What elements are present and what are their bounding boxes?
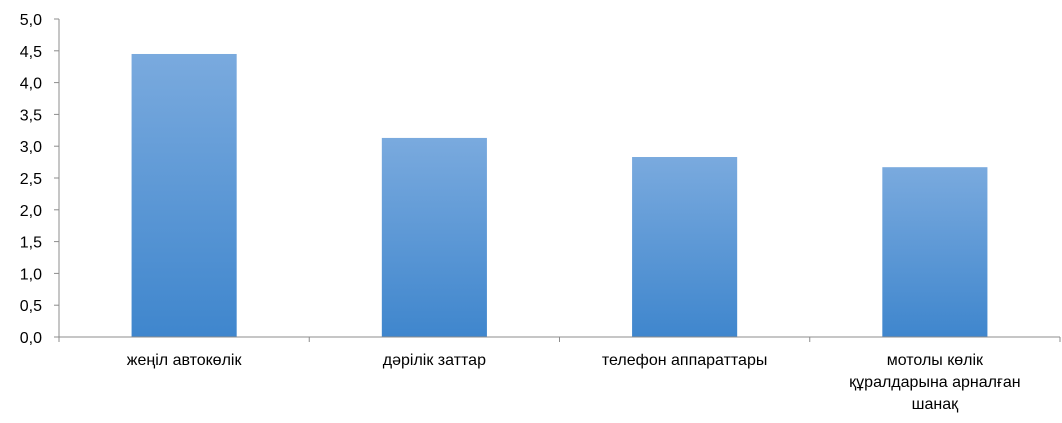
- x-category-label: дәрілік заттар: [383, 352, 486, 369]
- bar: [381, 137, 487, 337]
- x-category-label: мотолы көлік құралдарына арналған шанақ: [849, 352, 1020, 413]
- y-tick-label: 4,5: [20, 44, 42, 61]
- y-tick-label: 1,5: [20, 235, 42, 252]
- x-category-label: телефон аппараттары: [602, 352, 767, 369]
- bars: [131, 53, 988, 337]
- bar: [131, 53, 237, 337]
- y-tick-label: 2,0: [20, 203, 42, 220]
- y-tick-label: 5,0: [20, 12, 42, 29]
- x-category-label: жеңіл автокөлік: [127, 352, 243, 369]
- y-tick-label: 0,5: [20, 298, 42, 315]
- bar: [882, 167, 988, 337]
- y-tick-label: 3,0: [20, 139, 42, 156]
- y-tick-label: 3,5: [20, 107, 42, 124]
- axes: [58, 19, 1061, 342]
- y-tick-label: 2,5: [20, 171, 42, 188]
- y-tick-label: 0,0: [20, 330, 42, 347]
- y-tick-label: 4,0: [20, 76, 42, 93]
- x-axis-labels: жеңіл автокөлік дәрілік заттар телефон апп…: [127, 352, 1021, 413]
- y-tick-label: 1,0: [20, 266, 42, 283]
- y-axis-ticks: 0,0 0,5 1,0 1,5 2,0 2,5 3,0 3,5 4,0 4,5 5,0: [20, 12, 59, 347]
- bar: [632, 157, 738, 337]
